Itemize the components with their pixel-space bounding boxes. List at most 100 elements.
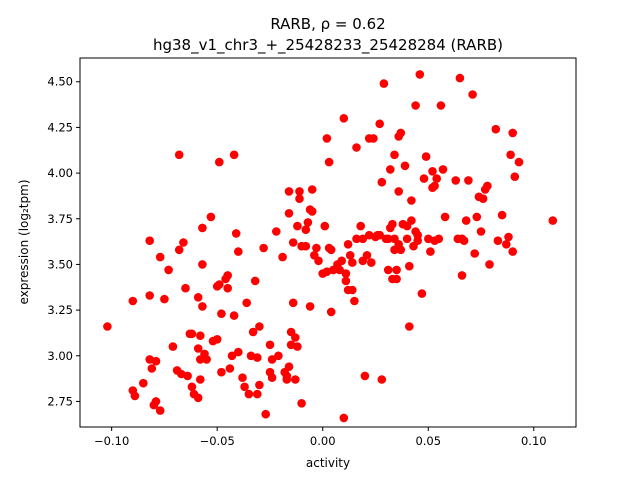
data-point	[506, 150, 515, 160]
data-point	[217, 367, 226, 377]
data-point	[438, 165, 448, 174]
data-point	[377, 177, 387, 187]
data-point	[396, 245, 406, 255]
data-point	[407, 216, 416, 225]
data-point	[223, 283, 232, 293]
x-tick-label: −0.10	[94, 434, 129, 448]
data-point	[261, 409, 271, 419]
data-point	[468, 90, 477, 99]
data-point	[193, 393, 203, 403]
data-point	[417, 289, 427, 298]
y-tick-label: 3.75	[47, 212, 73, 226]
data-point	[267, 373, 277, 383]
data-point	[341, 269, 351, 278]
data-point	[508, 247, 517, 256]
data-point	[428, 167, 437, 176]
data-point	[426, 247, 435, 256]
data-point	[196, 375, 205, 384]
data-point	[322, 134, 332, 143]
data-point	[326, 245, 336, 255]
data-point	[386, 165, 395, 174]
data-point	[335, 265, 344, 275]
x-tick-label: 0.05	[415, 434, 441, 448]
data-point	[160, 294, 169, 304]
data-point	[139, 378, 148, 388]
data-point	[502, 240, 511, 249]
data-point	[227, 351, 237, 361]
x-tick-label: 0.00	[310, 434, 336, 448]
data-point	[187, 382, 197, 392]
data-point	[476, 227, 486, 236]
data-point	[174, 150, 184, 160]
data-point	[293, 221, 302, 231]
data-point	[130, 391, 140, 401]
data-point	[457, 271, 467, 280]
data-point	[508, 128, 517, 138]
data-point	[402, 234, 412, 244]
data-point	[375, 230, 385, 240]
chart-title: RARB, ρ = 0.62	[270, 15, 385, 33]
data-point	[415, 70, 425, 79]
data-point	[470, 249, 480, 258]
data-point	[375, 119, 385, 129]
data-point	[234, 247, 243, 256]
data-point	[312, 243, 321, 253]
data-point	[388, 219, 397, 229]
data-point	[451, 176, 461, 185]
x-axis-label: activity	[306, 456, 350, 470]
data-point	[295, 194, 304, 203]
data-point	[250, 276, 260, 286]
data-point	[284, 362, 294, 372]
data-point	[147, 364, 157, 373]
data-point	[348, 258, 357, 267]
data-point	[352, 143, 361, 152]
data-point	[307, 185, 317, 194]
data-point	[151, 356, 161, 366]
data-point	[295, 187, 304, 196]
data-point	[432, 174, 442, 183]
y-axis-label: expression (log₂tpm)	[17, 179, 31, 304]
data-point	[259, 243, 268, 253]
data-point	[337, 256, 347, 266]
data-point	[242, 298, 251, 308]
data-point	[367, 258, 376, 267]
data-point	[240, 382, 249, 392]
data-point	[244, 389, 254, 399]
data-point	[288, 238, 298, 247]
data-point	[352, 234, 361, 244]
data-point	[248, 327, 258, 337]
y-tick-label: 4.00	[47, 166, 73, 180]
data-point	[267, 355, 277, 364]
data-point	[187, 329, 197, 339]
data-point	[202, 355, 211, 364]
data-point	[350, 296, 359, 306]
data-point	[174, 245, 184, 255]
data-point	[341, 276, 351, 286]
data-point	[198, 302, 207, 311]
data-point	[358, 234, 368, 244]
data-point	[548, 216, 558, 225]
data-point	[151, 397, 161, 406]
data-point	[320, 221, 330, 231]
data-point	[461, 216, 471, 225]
data-point	[459, 236, 469, 245]
data-point	[394, 187, 404, 196]
data-point	[436, 101, 446, 110]
data-point	[430, 181, 439, 191]
data-point	[155, 252, 165, 262]
data-point	[356, 221, 366, 231]
data-point	[400, 161, 410, 171]
data-point	[411, 101, 420, 110]
data-point	[301, 225, 311, 234]
x-tick-label: 0.10	[521, 434, 547, 448]
data-point	[390, 150, 399, 160]
data-point	[238, 373, 247, 383]
data-point	[464, 176, 473, 185]
data-point	[231, 229, 241, 238]
data-point	[212, 335, 222, 344]
data-point	[491, 124, 501, 134]
data-point	[215, 280, 224, 289]
data-point	[193, 293, 203, 302]
data-point	[339, 413, 349, 423]
data-point	[383, 234, 393, 244]
